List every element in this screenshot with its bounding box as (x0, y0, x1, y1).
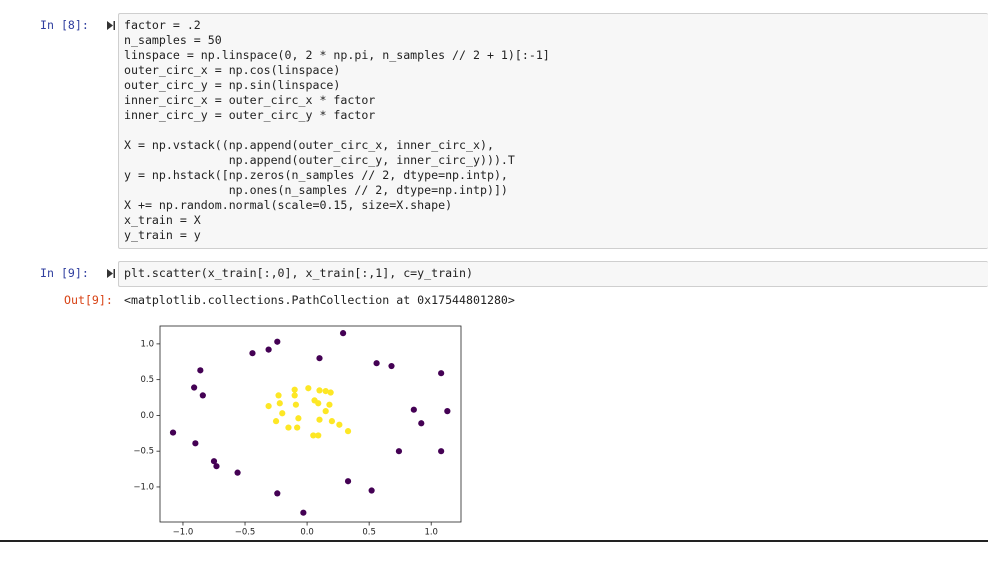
code-line: X = np.vstack((np.append(outer_circ_x, i… (124, 138, 494, 152)
point (275, 392, 282, 399)
code-block: plt.scatter(x_train[:,0], x_train[:,1], … (124, 266, 988, 281)
point (315, 432, 322, 439)
scatter-plot: −1.0 −0.5 0.0 0.5 1.0 −1.0 −0.5 0.0 0.5 1.0 (133, 325, 462, 538)
divider (0, 540, 988, 542)
run-icon[interactable] (106, 268, 116, 279)
code-block: factor = .2 n_samples = 50 linspace = np.l… (124, 18, 988, 123)
point (322, 387, 329, 395)
point (199, 392, 206, 399)
point (169, 429, 177, 436)
y-tick-label: 0.0 (140, 411, 154, 421)
point (328, 418, 336, 425)
code-line: X += np.random.normal(scale=0.15, size=X… (124, 198, 453, 212)
code-cell[interactable]: factor = .2 n_samples = 50 linspace = np.l… (118, 13, 988, 249)
y-tick-label: −0.5 (133, 447, 154, 457)
point (395, 448, 403, 455)
code-line: inner_circ_x = outer_circ_x * factor (124, 93, 376, 107)
point (322, 408, 329, 415)
point (300, 509, 307, 516)
code-line: n_samples = 50 (124, 33, 222, 47)
point (274, 338, 281, 345)
x-tick-label: −1.0 (173, 528, 194, 538)
point (316, 416, 323, 423)
code-line: y = np.hstack([np.zeros(n_samples // 2, … (124, 168, 508, 182)
output-prompt: Out[9]: (64, 293, 113, 307)
code-line: np.ones(n_samples // 2, dtype=np.intp)]) (124, 183, 508, 197)
x-tick-label: 0.0 (300, 528, 314, 538)
code-line: linspace = np.linspace(0, 2 * np.pi, n_s… (124, 48, 550, 62)
point (272, 418, 280, 425)
plot-frame (159, 325, 462, 523)
run-icon[interactable] (106, 20, 116, 31)
point (192, 440, 199, 447)
point (438, 370, 445, 377)
point (344, 478, 352, 485)
code-line: y_train = y (124, 228, 201, 242)
point (294, 424, 301, 431)
point (418, 420, 425, 427)
y-tick-label: 0.5 (140, 375, 154, 385)
point (316, 355, 323, 362)
code-cell[interactable]: plt.scatter(x_train[:,0], x_train[:,1], … (118, 261, 988, 287)
x-tick-label: 1.0 (424, 528, 438, 538)
point (249, 350, 256, 357)
point (368, 487, 375, 494)
point (276, 400, 283, 407)
code-line: inner_circ_y = outer_circ_y * factor (124, 108, 376, 122)
point (339, 330, 347, 337)
point (291, 392, 298, 399)
point (279, 410, 286, 417)
code-line: outer_circ_x = np.cos(linspace) (124, 63, 341, 77)
code-line: np.append(outer_circ_y, inner_circ_y))).… (124, 153, 515, 167)
point (315, 400, 322, 407)
code-line: factor = .2 (124, 18, 201, 32)
point (265, 403, 272, 410)
code-block: X = np.vstack((np.append(outer_circ_x, i… (124, 138, 988, 243)
point (213, 463, 220, 470)
point (265, 346, 272, 353)
point (373, 360, 380, 367)
y-tick-label: −1.0 (133, 482, 154, 492)
code-line: x_train = X (124, 213, 201, 227)
output-text: <matplotlib.collections.PathCollection a… (124, 293, 515, 307)
x-tick-label: −0.5 (235, 528, 256, 538)
point (191, 384, 198, 391)
point (197, 367, 204, 374)
point (316, 387, 323, 394)
point (295, 415, 302, 422)
point (327, 389, 334, 396)
y-tick-label: 1.0 (140, 339, 154, 349)
point (285, 424, 292, 431)
point (274, 490, 281, 497)
point (326, 401, 333, 408)
x-tick-label: 0.5 (362, 528, 376, 538)
code-line: plt.scatter(x_train[:,0], x_train[:,1], … (124, 266, 474, 280)
point (388, 362, 395, 370)
input-prompt: In [9]: (40, 266, 89, 280)
point (344, 428, 352, 435)
code-line: outer_circ_y = np.sin(linspace) (124, 78, 341, 92)
point (305, 385, 312, 392)
point (210, 458, 218, 465)
point (291, 386, 298, 393)
point (444, 408, 451, 415)
input-prompt: In [8]: (40, 18, 89, 32)
point (234, 469, 241, 476)
point (410, 406, 417, 413)
point (292, 401, 300, 408)
point (310, 432, 317, 439)
point (336, 421, 343, 428)
point (438, 448, 445, 455)
